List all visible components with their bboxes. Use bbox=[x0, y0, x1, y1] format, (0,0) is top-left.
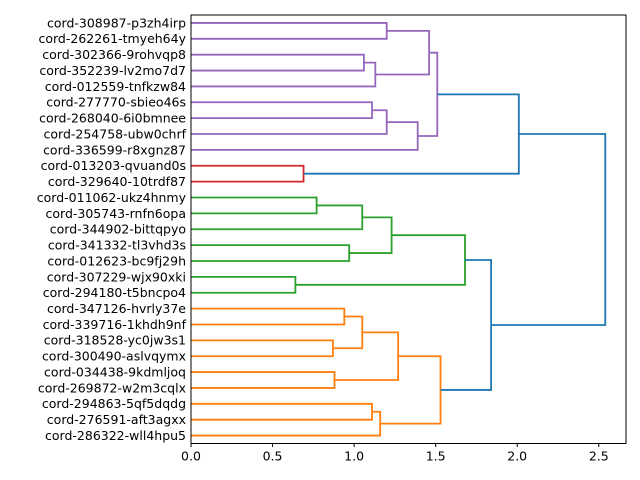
dendrogram-link-M bbox=[349, 216, 393, 254]
dendrogram-link-B bbox=[191, 53, 365, 72]
leaf-label-19: cord-339716-1khdh9nf bbox=[43, 317, 187, 332]
dendrogram-link-S bbox=[191, 371, 336, 389]
leaf-label-18: cord-347126-hvrly37e bbox=[47, 301, 186, 316]
dendrogram-link-Z bbox=[491, 133, 607, 326]
dendrogram-link-D bbox=[375, 29, 431, 76]
x-tick-label: 1.0 bbox=[344, 449, 364, 464]
leaf-label-3: cord-352239-lv2mo7d7 bbox=[39, 63, 186, 78]
dendrogram-link-A bbox=[191, 22, 388, 40]
dendrogram-link-P bbox=[191, 307, 346, 326]
dendrogram-link-Y bbox=[440, 259, 493, 391]
leaf-label-15: cord-012623-bc9fj29h bbox=[47, 253, 186, 268]
dendrogram-link-L bbox=[191, 244, 351, 262]
leaf-label-13: cord-344902-bittqpyo bbox=[50, 222, 186, 237]
leaf-label-0: cord-308987-p3zh4irp bbox=[47, 15, 186, 30]
dendrogram-link-K bbox=[191, 204, 364, 231]
leaf-label-9: cord-013203-qvuand0s bbox=[41, 158, 186, 173]
leaf-label-20: cord-318528-yc0jw3s1 bbox=[44, 333, 186, 348]
leaf-label-14: cord-341332-tl3vhd3s bbox=[48, 238, 186, 253]
dendrogram-link-U bbox=[191, 402, 373, 421]
leaf-label-17: cord-294180-t5bncpo4 bbox=[43, 285, 186, 300]
leaf-label-7: cord-254758-ubw0chrf bbox=[44, 126, 187, 141]
dendrogram-link-G bbox=[191, 121, 419, 151]
dendrogram-link-R bbox=[332, 315, 364, 350]
dendrogram-link-O bbox=[295, 234, 466, 286]
leaf-label-6: cord-268040-6i0bmnee bbox=[39, 111, 186, 126]
leaf-label-22: cord-034438-9kdmljoq bbox=[44, 364, 186, 379]
leaf-label-25: cord-276591-aft3agxx bbox=[47, 412, 186, 427]
dendrogram-link-W bbox=[380, 355, 442, 425]
x-tick-label: 2.0 bbox=[507, 449, 527, 464]
plot-border bbox=[190, 14, 627, 444]
x-tick-label: 2.5 bbox=[589, 449, 609, 464]
dendrogram-link-J bbox=[191, 196, 318, 215]
x-tick-label: 0.5 bbox=[263, 449, 283, 464]
dendrogram-link-T bbox=[334, 331, 400, 381]
leaf-label-4: cord-012559-tnfkzw84 bbox=[45, 79, 186, 94]
leaf-label-12: cord-305743-rnfn6opa bbox=[46, 206, 186, 221]
dendrogram-link-F bbox=[191, 109, 388, 135]
dendrogram-link-X bbox=[303, 93, 520, 175]
leaf-label-23: cord-269872-w2m3cqlx bbox=[38, 380, 186, 395]
dendrogram-link-I bbox=[191, 164, 305, 183]
dendrogram-link-C bbox=[191, 61, 377, 88]
leaf-label-21: cord-300490-aslvqymx bbox=[42, 349, 186, 364]
dendrogram-link-H bbox=[417, 51, 439, 137]
leaf-label-26: cord-286322-wll4hpu5 bbox=[45, 428, 186, 443]
x-tick-label: 1.5 bbox=[426, 449, 446, 464]
leaf-label-16: cord-307229-wjx90xki bbox=[47, 269, 186, 284]
leaf-label-2: cord-302366-9rohvqp8 bbox=[42, 47, 186, 62]
dendrogram-link-E bbox=[191, 101, 373, 120]
leaf-label-11: cord-011062-ukz4hnmy bbox=[37, 190, 187, 205]
leaf-label-24: cord-294863-5qf5dqdg bbox=[42, 396, 186, 411]
x-tick-label: 0.0 bbox=[181, 449, 201, 464]
dendrogram-link-N bbox=[191, 275, 297, 294]
dendrogram-link-V bbox=[191, 410, 382, 437]
dendrogram-link-Q bbox=[191, 339, 334, 358]
leaf-label-8: cord-336599-r8xgnz87 bbox=[43, 142, 186, 157]
leaf-label-10: cord-329640-10trdf87 bbox=[48, 174, 186, 189]
leaf-label-5: cord-277770-sbieo46s bbox=[46, 95, 186, 110]
leaf-label-1: cord-262261-tmyeh64y bbox=[38, 31, 186, 46]
